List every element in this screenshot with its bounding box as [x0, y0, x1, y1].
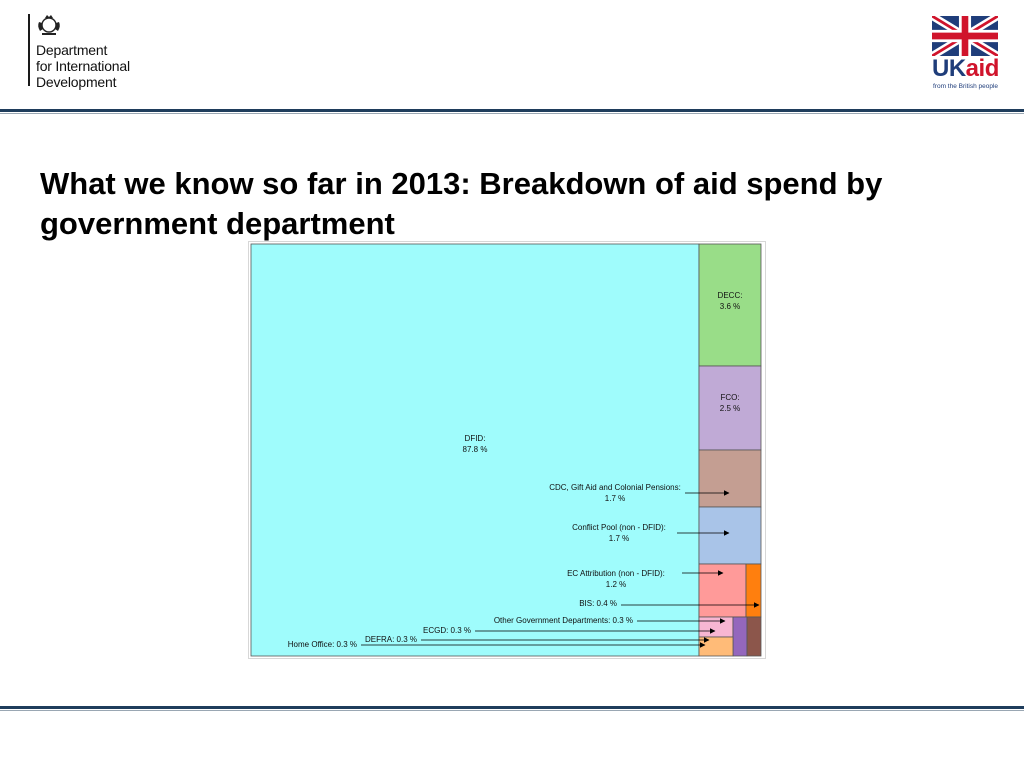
- dfid-logo-line: Department: [36, 42, 108, 58]
- union-flag-icon: [932, 16, 998, 56]
- header-rule: [0, 109, 1024, 112]
- treemap-chart: DFID: 87.8 % DECC: 3.6 % FCO: 2.5 % CDC, Gift …: [250, 243, 762, 657]
- slide-header: Department for International Development…: [0, 0, 1024, 110]
- treemap-label-bis: BIS: 0.4 %: [579, 599, 617, 608]
- treemap-label-ec-attribution: EC Attribution (non - DFID):: [567, 569, 665, 578]
- treemap-tile-cdc: [698, 449, 762, 508]
- treemap-label-dfid: DFID:: [465, 434, 486, 443]
- dfid-logo-text: Department for International Development: [36, 42, 130, 90]
- treemap-value-decc: 3.6 %: [720, 302, 740, 311]
- treemap-tile-bis: [745, 563, 762, 618]
- treemap-tile-ec-attribution: [698, 563, 747, 618]
- treemap-label-decc: DECC:: [718, 291, 743, 300]
- treemap-label-conflict-pool: Conflict Pool (non - DFID):: [572, 523, 666, 532]
- treemap-tile-dfid: [250, 243, 700, 657]
- ukaid-logo: UKaid from the British people: [932, 16, 1000, 96]
- treemap-tile-conflict-pool: [698, 506, 762, 565]
- footer-rule: [0, 706, 1024, 709]
- ukaid-tagline: from the British people: [933, 83, 999, 90]
- logo-divider: [28, 14, 30, 86]
- treemap-label-cdc: CDC, Gift Aid and Colonial Pensions:: [549, 483, 681, 492]
- treemap-value-cdc: 1.7 %: [605, 494, 625, 503]
- treemap-value-fco: 2.5 %: [720, 404, 740, 413]
- treemap-label-defra: DEFRA: 0.3 %: [365, 635, 417, 644]
- header-rule-thin: [0, 113, 1024, 114]
- dfid-logo-line: for International: [36, 58, 130, 74]
- ukaid-uk-text: UK: [932, 55, 966, 82]
- ukaid-wordmark: UKaid: [932, 56, 999, 82]
- slide-title: What we know so far in 2013: Breakdown o…: [40, 166, 883, 241]
- dfid-logo: Department for International Development: [28, 14, 130, 90]
- treemap-value-conflict-pool: 1.7 %: [609, 534, 629, 543]
- treemap-label-ecgd: ECGD: 0.3 %: [423, 626, 471, 635]
- footer-rule-thin: [0, 710, 1024, 711]
- treemap-tile-other-government-departments: [698, 616, 734, 638]
- treemap-tile-fco: [698, 365, 762, 451]
- royal-crest-icon: [38, 15, 60, 35]
- treemap-tile-ecgd: [732, 616, 748, 657]
- treemap-tile-defra: [746, 616, 762, 657]
- treemap-label-fco: FCO:: [720, 393, 739, 402]
- treemap-label-other-government-departments: Other Government Departments: 0.3 %: [494, 616, 633, 625]
- treemap-tile-decc: [698, 243, 762, 367]
- treemap-chart-frame: DFID: 87.8 % DECC: 3.6 % FCO: 2.5 % CDC, Gift …: [248, 241, 766, 659]
- ukaid-aid-text: aid: [965, 55, 1000, 82]
- treemap-label-home-office: Home Office: 0.3 %: [288, 640, 357, 649]
- treemap-value-ec-attribution: 1.2 %: [606, 580, 626, 589]
- treemap-value-dfid: 87.8 %: [463, 445, 488, 454]
- dfid-logo-line: Development: [36, 74, 117, 90]
